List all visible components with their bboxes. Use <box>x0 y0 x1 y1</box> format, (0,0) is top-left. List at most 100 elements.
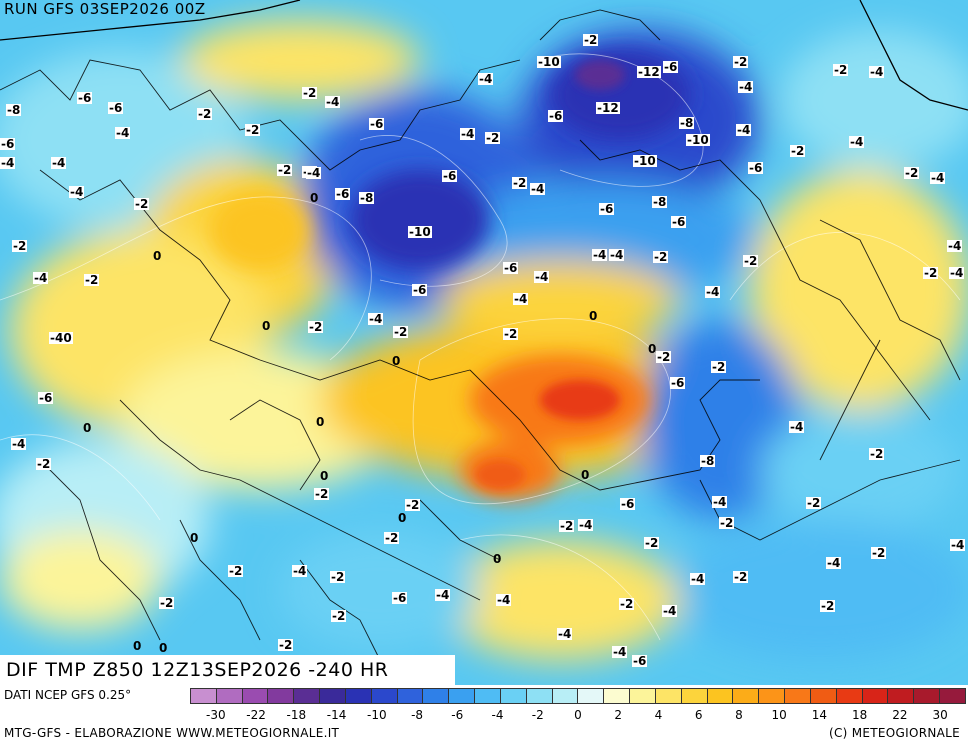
map-label: -2 <box>84 273 100 287</box>
map-label: 0 <box>159 641 168 655</box>
map-label: -4 <box>69 185 85 199</box>
map-label: -2 <box>806 496 822 510</box>
map-label: -4 <box>115 126 131 140</box>
map-label: -2 <box>302 86 318 100</box>
map-label: -6 <box>620 497 636 511</box>
map-label: 0 <box>153 249 162 263</box>
map-label: -6 <box>108 101 124 115</box>
map-label: -4 <box>690 572 706 586</box>
map-label: -6 <box>335 187 351 201</box>
scale-tick-label: 8 <box>735 708 743 722</box>
map-label: -2 <box>583 33 599 47</box>
map-label: -4 <box>612 645 628 659</box>
map-label: -2 <box>833 63 849 77</box>
scale-swatch <box>604 689 631 703</box>
scale-swatch <box>552 689 579 703</box>
scale-swatch <box>888 689 915 703</box>
map-label: -2 <box>277 163 293 177</box>
field-title: DIF TMP Z850 12Z13SEP2026 -240 HR <box>0 655 455 685</box>
map-label: -2 <box>512 176 528 190</box>
map-label: 0 <box>493 552 502 566</box>
map-label: 0 <box>392 354 401 368</box>
map-label: -4 <box>496 593 512 607</box>
map-label: -2 <box>656 350 672 364</box>
scale-swatch <box>836 689 863 703</box>
data-source-label: DATI NCEP GFS 0.25° <box>4 688 132 702</box>
map-label: -6 <box>77 91 93 105</box>
scale-swatch <box>862 689 889 703</box>
map-label: -4 <box>869 65 885 79</box>
map-label: -4 <box>478 72 494 86</box>
map-label: -6 <box>671 215 687 229</box>
map-label: -4 <box>368 312 384 326</box>
color-scale-legend <box>190 688 966 704</box>
map-label: -6 <box>503 261 519 275</box>
map-label: -10 <box>633 154 657 168</box>
map-label: -2 <box>619 597 635 611</box>
map-label: -8 <box>6 103 22 117</box>
scale-swatch <box>810 689 837 703</box>
map-label: -2 <box>869 447 885 461</box>
map-label: 0 <box>589 309 598 323</box>
map-label: -6 <box>0 137 16 151</box>
map-label: -4 <box>530 182 546 196</box>
scale-tick-label: 2 <box>614 708 623 722</box>
map-label: -8 <box>652 195 668 209</box>
run-title: RUN GFS 03SEP2026 00Z <box>4 0 206 18</box>
map-label: -10 <box>408 225 432 239</box>
map-label: -6 <box>369 117 385 131</box>
scale-tick-label: 18 <box>852 708 868 722</box>
scale-tick-label: 0 <box>574 708 582 722</box>
scale-swatch <box>423 689 450 703</box>
map-label: -2 <box>330 570 346 584</box>
map-label: -6 <box>632 654 648 668</box>
scale-tick-label: 10 <box>771 708 787 722</box>
map-label: -2 <box>644 536 660 550</box>
scale-tick-label: -4 <box>491 708 504 722</box>
scale-swatch <box>733 689 760 703</box>
map-label: -2 <box>653 250 669 264</box>
scale-swatch <box>345 689 372 703</box>
scale-swatch <box>449 689 476 703</box>
map-label: -4 <box>609 248 625 262</box>
map-label: -2 <box>228 564 244 578</box>
map-label: -2 <box>711 360 727 374</box>
map-label: -2 <box>503 327 519 341</box>
map-label: -2 <box>790 144 806 158</box>
map-label: 0 <box>648 342 657 356</box>
map-label: -2 <box>314 487 330 501</box>
map-label: -4 <box>51 156 67 170</box>
map-label: -2 <box>245 123 261 137</box>
map-label: -4 <box>949 266 965 280</box>
map-label: -4 <box>947 239 963 253</box>
map-label: -4 <box>849 135 865 149</box>
map-label: -2 <box>871 546 887 560</box>
scale-swatch <box>242 689 269 703</box>
map-label: -4 <box>662 604 678 618</box>
scale-swatch <box>191 689 217 703</box>
map-label: -4 <box>534 270 550 284</box>
map-label: 0 <box>398 511 407 525</box>
map-label: -2 <box>384 531 400 545</box>
scale-tick-label: -22 <box>246 708 266 722</box>
map-label: -6 <box>748 161 764 175</box>
map-label: -2 <box>485 131 501 145</box>
map-label: 0 <box>310 191 319 205</box>
map-label: -4 <box>557 627 573 641</box>
map-label: -2 <box>904 166 920 180</box>
scale-swatch <box>681 689 708 703</box>
scale-swatch <box>294 689 321 703</box>
map-label: 0 <box>190 531 199 545</box>
map-label: -6 <box>599 202 615 216</box>
map-label: 0 <box>133 639 142 653</box>
map-label: 0 <box>320 469 329 483</box>
map-label: -10 <box>686 133 710 147</box>
scale-swatch <box>216 689 243 703</box>
map-label: -2 <box>331 609 347 623</box>
map-label: -4 <box>325 95 341 109</box>
scale-tick-label: -10 <box>367 708 387 722</box>
map-label: -4 <box>306 166 322 180</box>
map-label: -6 <box>392 591 408 605</box>
map-label: -4 <box>592 248 608 262</box>
map-label: -4 <box>33 271 49 285</box>
